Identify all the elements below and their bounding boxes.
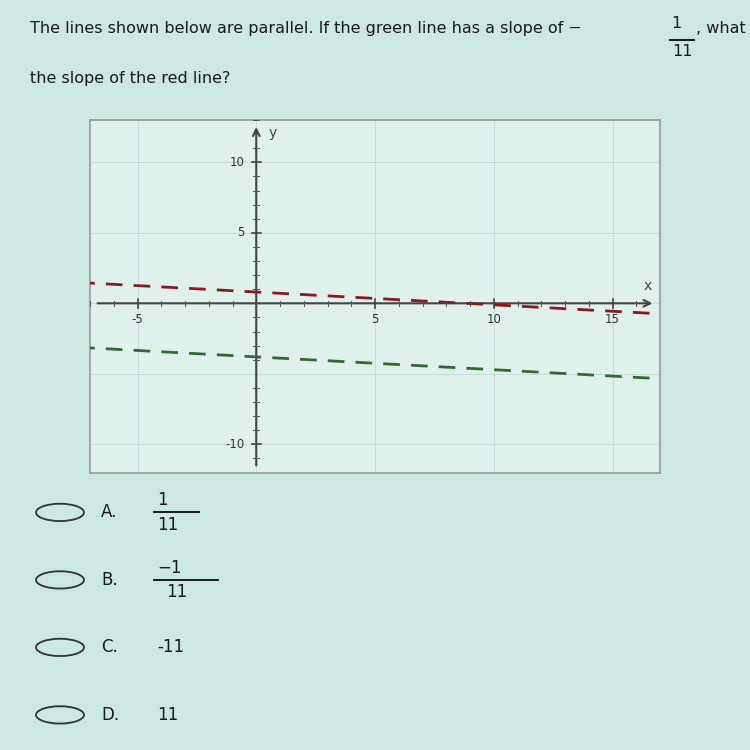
Text: 1: 1 (158, 491, 168, 509)
Text: -11: -11 (158, 638, 184, 656)
Text: x: x (644, 280, 652, 293)
Text: 5: 5 (371, 314, 379, 326)
Text: 10: 10 (486, 314, 501, 326)
Text: 11: 11 (158, 515, 178, 533)
Text: B.: B. (101, 571, 118, 589)
Text: The lines shown below are parallel. If the green line has a slope of −: The lines shown below are parallel. If t… (30, 21, 582, 36)
Text: -5: -5 (132, 314, 143, 326)
Text: 11: 11 (166, 583, 188, 601)
Text: the slope of the red line?: the slope of the red line? (30, 71, 230, 86)
Text: 5: 5 (237, 226, 244, 239)
Text: 1: 1 (671, 16, 682, 31)
Text: −1: −1 (158, 559, 182, 577)
Text: y: y (268, 126, 276, 140)
Text: 11: 11 (672, 44, 692, 59)
Text: -10: -10 (225, 438, 245, 451)
Text: A.: A. (101, 503, 118, 521)
Text: , what is: , what is (696, 21, 750, 36)
Text: C.: C. (101, 638, 118, 656)
Text: 15: 15 (605, 314, 620, 326)
Text: 11: 11 (158, 706, 178, 724)
Text: D.: D. (101, 706, 119, 724)
Text: 10: 10 (230, 156, 244, 169)
